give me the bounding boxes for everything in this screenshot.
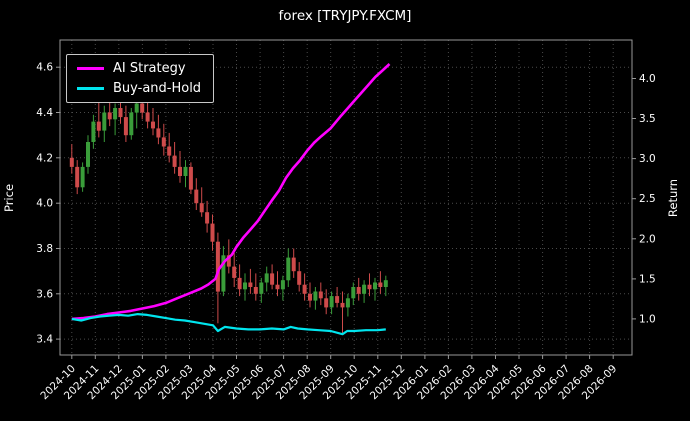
legend-item-ai-strategy: AI Strategy xyxy=(77,62,201,75)
svg-text:3.5: 3.5 xyxy=(639,113,656,125)
ai-strategy-line xyxy=(71,63,391,321)
svg-text:4.0: 4.0 xyxy=(36,198,53,210)
svg-text:3.0: 3.0 xyxy=(639,153,656,165)
y-tick-labels: 3.4 3.6 3.8 4.0 4.2 4.4 4.6 1.0 1.5 2.0 2.5 3.0 3.5 4… xyxy=(36,62,655,346)
svg-text:1.0: 1.0 xyxy=(639,313,656,325)
legend-swatch xyxy=(77,87,104,90)
right-axis-label: Return xyxy=(666,179,680,217)
left-axis-label: Price xyxy=(2,184,16,212)
svg-text:2.5: 2.5 xyxy=(639,193,656,205)
x-tick-labels: 2024-102024-112024-122025-012025-022025-… xyxy=(38,362,619,402)
buy-and-hold-line xyxy=(71,313,386,336)
legend: AI Strategy Buy-and-Hold xyxy=(66,54,215,103)
svg-text:2.0: 2.0 xyxy=(639,233,656,245)
svg-text:1.5: 1.5 xyxy=(639,273,656,285)
legend-swatch xyxy=(77,67,104,70)
svg-text:4.6: 4.6 xyxy=(36,62,53,74)
strategy-lines xyxy=(71,63,391,336)
svg-text:4.0: 4.0 xyxy=(639,73,656,85)
chart-title: forex [TRYJPY.FXCM] xyxy=(279,8,412,24)
axis-ticks xyxy=(56,66,636,359)
svg-text:4.4: 4.4 xyxy=(36,107,53,119)
legend-label: AI Strategy xyxy=(113,61,186,76)
candlesticks xyxy=(69,96,388,335)
svg-text:4.2: 4.2 xyxy=(36,152,53,164)
svg-text:3.4: 3.4 xyxy=(36,334,53,346)
svg-text:3.8: 3.8 xyxy=(36,243,53,255)
plot-border xyxy=(59,39,633,356)
legend-item-buy-and-hold: Buy-and-Hold xyxy=(77,82,201,95)
legend-label: Buy-and-Hold xyxy=(113,81,202,96)
svg-text:3.6: 3.6 xyxy=(36,288,53,300)
